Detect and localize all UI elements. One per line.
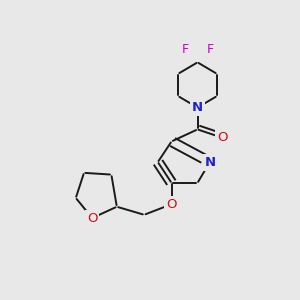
Text: N: N: [204, 155, 215, 169]
Text: O: O: [166, 198, 177, 211]
Text: F: F: [206, 43, 213, 56]
Text: O: O: [87, 212, 98, 224]
Text: O: O: [217, 131, 227, 144]
Text: N: N: [192, 101, 203, 114]
Text: F: F: [182, 43, 189, 56]
